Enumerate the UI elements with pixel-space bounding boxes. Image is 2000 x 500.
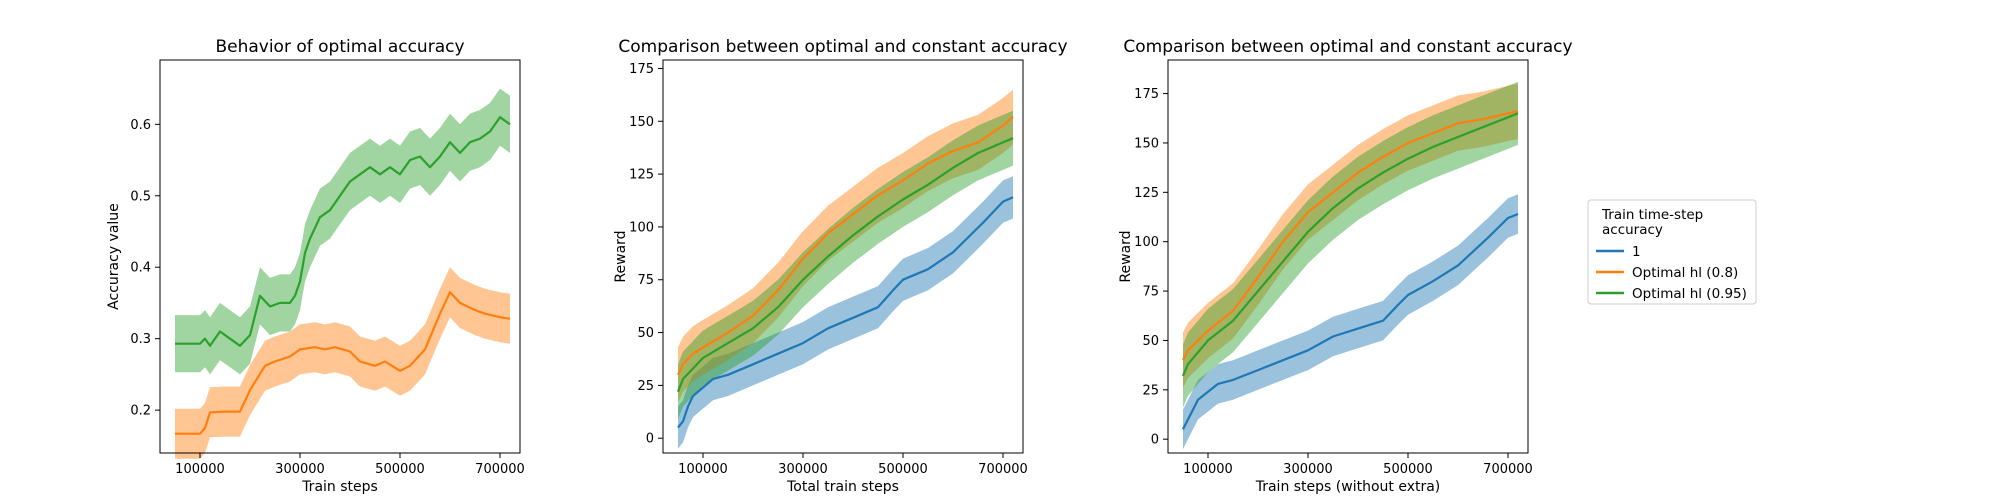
y-tick-label: 0 bbox=[646, 432, 654, 447]
x-tick-label: 500000 bbox=[375, 462, 425, 477]
y-tick-label: 75 bbox=[637, 273, 654, 288]
y-tick-label: 0.3 bbox=[130, 332, 151, 347]
series-line-1 bbox=[1182, 212, 1519, 430]
series-band-3 bbox=[1183, 81, 1518, 408]
axes-frame bbox=[662, 59, 1024, 454]
chart-title: Behavior of optimal accuracy bbox=[215, 37, 464, 57]
legend-title: accuracy bbox=[1602, 222, 1663, 238]
y-axis-label: Reward bbox=[613, 230, 629, 282]
series-band-3 bbox=[678, 110, 1013, 420]
y-tick-label: 25 bbox=[1142, 383, 1159, 398]
legend-box bbox=[1587, 199, 1757, 305]
chart-title: Comparison between optimal and constant … bbox=[1123, 37, 1572, 57]
y-tick-label: 125 bbox=[629, 168, 654, 183]
chart-2: Comparison between optimal and constant … bbox=[613, 37, 1068, 495]
y-tick-label: 0.5 bbox=[130, 189, 151, 204]
series-band-1 bbox=[1183, 194, 1518, 450]
y-tick-label: 150 bbox=[1134, 136, 1159, 151]
chart-title: Comparison between optimal and constant … bbox=[618, 37, 1067, 57]
x-tick-label: 700000 bbox=[475, 462, 525, 477]
x-tick-label: 300000 bbox=[275, 462, 325, 477]
series-line-2 bbox=[1182, 110, 1519, 361]
series-band-2 bbox=[678, 89, 1013, 403]
y-tick-label: 0 bbox=[1151, 433, 1159, 448]
y-tick-label: 75 bbox=[1142, 285, 1159, 300]
y-tick-label: 0.4 bbox=[130, 261, 151, 276]
x-tick-label: 700000 bbox=[978, 462, 1028, 477]
series-line-2 bbox=[677, 116, 1014, 376]
y-tick-label: 25 bbox=[637, 379, 654, 394]
legend-label: Optimal hl (0.95) bbox=[1632, 286, 1747, 302]
x-tick-label: 500000 bbox=[1383, 462, 1433, 477]
y-tick-label: 100 bbox=[629, 220, 654, 235]
series-band-1 bbox=[175, 267, 510, 459]
y-tick-label: 175 bbox=[629, 62, 654, 77]
series-line-3 bbox=[676, 137, 1014, 393]
series-line-1 bbox=[175, 291, 511, 435]
y-axis-label: Accuracy value bbox=[106, 203, 122, 310]
y-tick-label: 50 bbox=[637, 326, 654, 341]
series-line-1 bbox=[677, 196, 1014, 429]
y-tick-label: 125 bbox=[1134, 186, 1159, 201]
x-tick-label: 300000 bbox=[778, 462, 828, 477]
legend: Train time-step accuracy 1 Optimal hl (0.8… bbox=[1587, 199, 1757, 305]
y-tick-label: 0.6 bbox=[130, 118, 151, 133]
legend-title: Train time-step bbox=[1601, 207, 1703, 223]
x-tick-label: 700000 bbox=[1483, 462, 1533, 477]
y-tick-label: 0.2 bbox=[130, 404, 151, 419]
y-tick-label: 175 bbox=[1134, 87, 1159, 102]
y-tick-label: 150 bbox=[629, 115, 654, 130]
x-tick-label: 100000 bbox=[678, 462, 728, 477]
x-tick-label: 300000 bbox=[1283, 462, 1333, 477]
series-band-1 bbox=[678, 176, 1013, 449]
x-tick-label: 100000 bbox=[1183, 462, 1233, 477]
legend-label: 1 bbox=[1632, 244, 1641, 260]
axes-frame bbox=[159, 59, 521, 454]
chart-1: Behavior of optimal accuracy 100000 300000… bbox=[106, 37, 525, 495]
legend-label: Optimal hl (0.8) bbox=[1632, 265, 1738, 281]
series-line-2 bbox=[175, 116, 511, 347]
x-axis-label: Train steps bbox=[301, 479, 378, 495]
y-tick-label: 100 bbox=[1134, 235, 1159, 250]
axes-frame bbox=[1167, 59, 1529, 454]
x-axis-label: Train steps (without extra) bbox=[1255, 479, 1441, 495]
y-axis-label: Reward bbox=[1118, 230, 1134, 282]
x-tick-label: 500000 bbox=[878, 462, 928, 477]
series-line-3 bbox=[1181, 112, 1519, 377]
series-band-2 bbox=[1183, 83, 1518, 388]
x-axis-label: Total train steps bbox=[786, 479, 899, 495]
y-tick-label: 50 bbox=[1142, 334, 1159, 349]
x-tick-label: 100000 bbox=[175, 462, 225, 477]
chart-3: Comparison between optimal and constant … bbox=[1118, 37, 1573, 495]
